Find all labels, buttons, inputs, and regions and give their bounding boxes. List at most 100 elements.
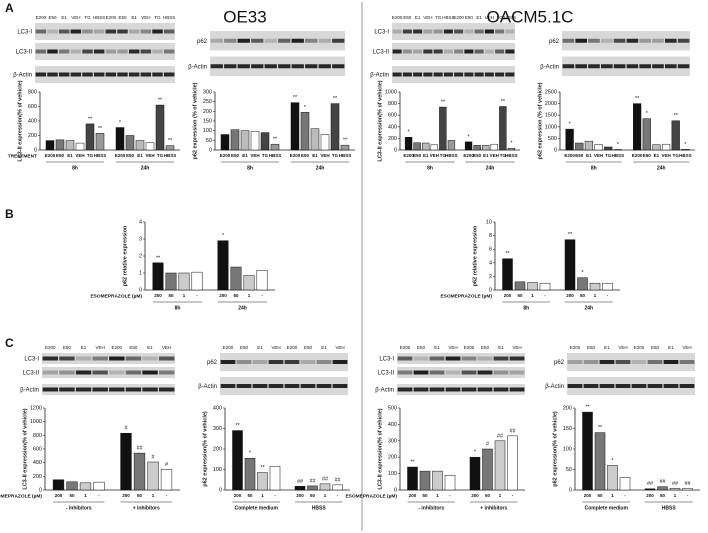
blot-band [402, 49, 412, 54]
row-label: LC3-I [379, 357, 394, 363]
row-label: ESOMEPRAZOLE (µM) [440, 293, 492, 299]
x-tick-label: E50 [643, 153, 652, 158]
significance: * [646, 111, 649, 117]
cell-line-title: OACM5.1C [487, 7, 574, 26]
significance: # [165, 462, 169, 468]
bar [633, 103, 642, 151]
y-tick-label: 800 [33, 433, 42, 439]
blot-band [461, 370, 477, 375]
lane-label: E200 [570, 345, 581, 350]
significance: ** [158, 98, 163, 104]
x-tick-label: HBSS [612, 153, 625, 158]
bar [682, 488, 693, 491]
bar [135, 140, 145, 151]
bar [565, 128, 574, 151]
blot-band [140, 49, 152, 54]
blot-band [47, 29, 58, 34]
lane-label: VEH [162, 345, 171, 350]
blot-band [300, 360, 316, 364]
bar [502, 258, 513, 291]
x-tick-label: E200 [632, 153, 643, 158]
row-label: p62 [207, 360, 218, 366]
x-tick-label: E200 [45, 153, 56, 158]
row-label: TREATMENT [8, 153, 37, 159]
blot-band [318, 38, 331, 43]
blot-band [443, 49, 453, 54]
blot-band [505, 29, 515, 34]
blot-band [599, 360, 615, 364]
x-tick-label: VEH [250, 153, 259, 158]
x-tick-label: E1 [423, 153, 429, 158]
row-label: β-Actin [20, 388, 39, 394]
blot-band [92, 387, 108, 392]
blot-band [251, 38, 264, 43]
x-tick-label: TG [500, 153, 507, 158]
x-tick-label: TG [157, 153, 164, 158]
blot-band [109, 356, 125, 361]
group-label: 24h [657, 165, 666, 171]
bar [430, 144, 438, 151]
blot-band [429, 387, 445, 392]
lane-label: E1 [257, 345, 263, 350]
y-axis-label: p62 expression(% of vehicle) [552, 411, 558, 487]
blot-band [278, 38, 291, 43]
blot-band [59, 370, 75, 375]
blot-band [158, 356, 175, 361]
blot-band [332, 64, 345, 69]
blot-band [142, 370, 158, 375]
group-label: - inhibitors [66, 505, 92, 511]
blot-band [601, 38, 613, 43]
blot-band [82, 29, 93, 34]
x-tick-label: 50 [597, 493, 603, 498]
x-tick-label: TG [87, 153, 94, 158]
y-axis-label: p62 expression (% of vehicle) [537, 82, 543, 159]
blot-band [615, 384, 631, 388]
lane-label: E1 [604, 345, 610, 350]
blot-band [125, 370, 142, 375]
blot-band [105, 29, 117, 34]
blot-band [464, 72, 474, 77]
bar [413, 142, 421, 151]
blot-band [236, 384, 252, 388]
bar [133, 452, 146, 491]
blot-band [332, 384, 348, 388]
x-tick-label: E200 [290, 153, 301, 158]
significance: ** [568, 232, 573, 238]
blot-strip [562, 56, 690, 76]
significance: ## [659, 479, 666, 485]
lane-label: VEH [618, 345, 627, 350]
group-label: 24h [486, 165, 495, 171]
lane-label: E50 [129, 345, 138, 350]
blot-band [652, 38, 664, 43]
bar [147, 461, 159, 491]
lane-label: VEH [682, 345, 691, 350]
bar [482, 448, 493, 491]
y-tick-label: 600 [388, 113, 397, 119]
lane-label: E200 [453, 15, 464, 20]
blot-band [613, 38, 626, 43]
blot-strip [35, 43, 175, 60]
lane-label: E1 [498, 345, 504, 350]
group-label: 8h [247, 165, 253, 171]
blot-band [140, 72, 152, 77]
significance: ## [334, 477, 341, 483]
bar [490, 143, 498, 151]
lane-label: E50 [118, 15, 127, 20]
significance: ** [168, 138, 173, 144]
x-tick-label: 200 [566, 293, 574, 298]
bar [120, 433, 132, 491]
blot-band [152, 72, 163, 77]
significance: ## [322, 476, 329, 482]
x-tick-label: E50 [473, 153, 482, 158]
blot-band [477, 356, 493, 361]
x-tick-label: TG [332, 153, 339, 158]
blot-band [93, 29, 105, 34]
significance: ## [136, 446, 143, 452]
x-tick-label: - [337, 493, 339, 498]
blot-band [224, 38, 237, 43]
x-tick-label: E1 [586, 153, 592, 158]
blot-band [583, 384, 599, 388]
y-tick-label: 6 [489, 247, 492, 253]
y-tick-label: 0 [394, 487, 397, 493]
x-tick-label: - [512, 493, 514, 498]
